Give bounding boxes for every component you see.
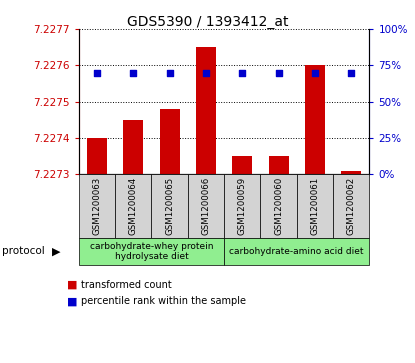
Text: ■: ■ <box>67 296 78 306</box>
Text: GSM1200066: GSM1200066 <box>201 177 210 235</box>
Text: GSM1200062: GSM1200062 <box>347 177 356 235</box>
Point <box>203 70 209 76</box>
Text: ▶: ▶ <box>52 246 60 256</box>
Point <box>348 70 354 76</box>
Text: GSM1200060: GSM1200060 <box>274 177 283 235</box>
Text: transformed count: transformed count <box>81 280 172 290</box>
Point <box>94 70 100 76</box>
Bar <box>341 171 361 174</box>
Text: carbohydrate-whey protein
hydrolysate diet: carbohydrate-whey protein hydrolysate di… <box>90 242 213 261</box>
Bar <box>196 47 216 174</box>
Text: GSM1200063: GSM1200063 <box>93 177 102 235</box>
Text: GSM1200059: GSM1200059 <box>238 177 247 235</box>
Point <box>130 70 137 76</box>
Point <box>239 70 246 76</box>
Bar <box>269 156 288 174</box>
Text: GSM1200064: GSM1200064 <box>129 177 138 235</box>
Text: GSM1200061: GSM1200061 <box>310 177 320 235</box>
Text: GSM1200065: GSM1200065 <box>165 177 174 235</box>
Bar <box>87 138 107 174</box>
Text: GDS5390 / 1393412_at: GDS5390 / 1393412_at <box>127 15 288 29</box>
Point <box>312 70 318 76</box>
Bar <box>305 65 325 174</box>
Bar <box>160 109 180 174</box>
Text: ■: ■ <box>67 280 78 290</box>
Text: protocol: protocol <box>2 246 45 256</box>
Text: percentile rank within the sample: percentile rank within the sample <box>81 296 246 306</box>
Bar <box>123 120 143 174</box>
Bar <box>232 156 252 174</box>
Point <box>166 70 173 76</box>
Point <box>275 70 282 76</box>
Text: carbohydrate-amino acid diet: carbohydrate-amino acid diet <box>229 247 364 256</box>
